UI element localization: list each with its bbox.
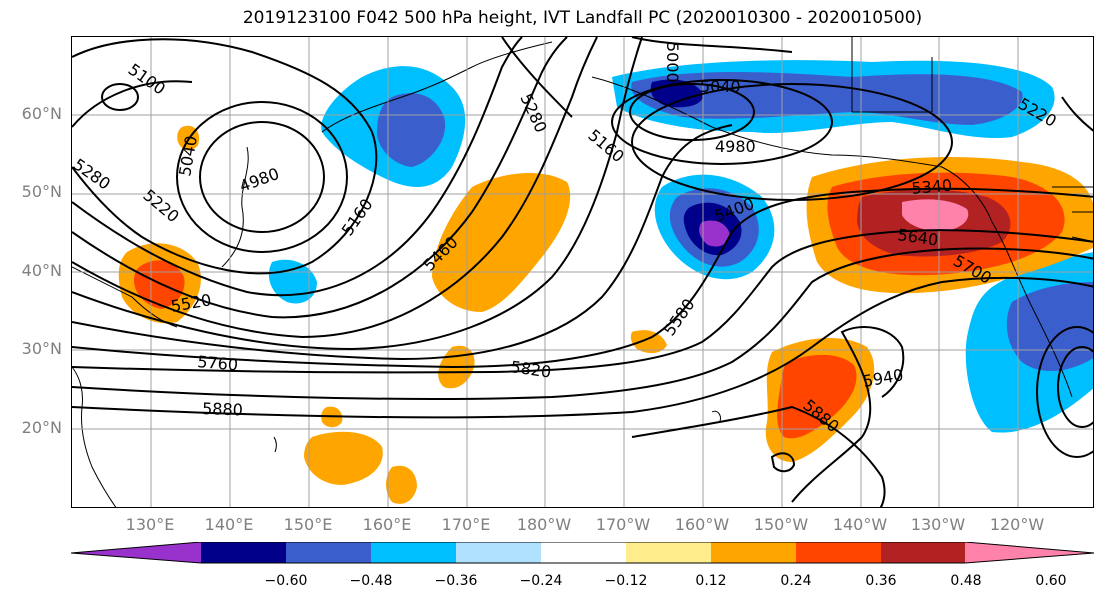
colorbar-segment: [626, 542, 711, 563]
lon-label: 140°W: [832, 515, 888, 534]
colorbar-extend-low: [71, 542, 201, 563]
colorbar-tick-label: 0.48: [950, 573, 982, 589]
colorbar-segment: [796, 542, 881, 563]
lon-label: 170°W: [595, 515, 651, 534]
colorbar-tick-label: −0.12: [604, 573, 648, 589]
contour-label: 5280: [516, 91, 550, 136]
lon-label: 160°W: [674, 515, 730, 534]
lat-label: 60°N: [21, 104, 62, 123]
contour-label: 5160: [584, 126, 627, 167]
lon-label: 140°E: [204, 515, 254, 534]
colorbar-tick-label: 0.36: [865, 573, 897, 589]
contour-label: 5760: [197, 352, 239, 374]
contour-label: 5220: [139, 186, 182, 227]
colorbar-tick-label: 0.24: [780, 573, 812, 589]
lat-label: 20°N: [21, 418, 62, 437]
lon-label: 180°W: [516, 515, 572, 534]
contour-label: 5000: [663, 42, 682, 83]
contour-label: 5040: [700, 77, 741, 96]
colorbar-segment: [881, 542, 966, 563]
ivt-negative-shading: [268, 60, 1093, 433]
contour-label: 4980: [715, 137, 756, 156]
colorbar-segment: [371, 542, 456, 563]
colorbar-segment: [541, 542, 626, 563]
colorbar-extend-high: [965, 542, 1094, 563]
lat-label: 30°N: [21, 339, 62, 358]
height-contours: [72, 37, 1093, 507]
contour-label: 4980: [237, 164, 282, 196]
colorbar-tick-label: 0.12: [695, 573, 727, 589]
contour-label: 5580: [660, 295, 699, 339]
contour-label: 5280: [72, 155, 114, 194]
contour-label: 5880: [202, 399, 243, 419]
colorbar-segment: [711, 542, 796, 563]
colorbar-segment: [286, 542, 371, 563]
lon-label: 150°E: [283, 515, 333, 534]
lon-label: 120°W: [989, 515, 1045, 534]
contour-label: 5160: [338, 195, 377, 239]
colorbar-segment: [456, 542, 541, 563]
graticule: [72, 37, 1093, 507]
colorbar: [71, 542, 1095, 564]
contour-label: 5100: [125, 60, 169, 99]
lat-label: 40°N: [21, 261, 62, 280]
colorbar-tick-label: 0.60: [1035, 573, 1067, 589]
lat-label: 50°N: [21, 182, 62, 201]
lon-label: 170°E: [441, 515, 491, 534]
colorbar-tick-label: −0.24: [519, 573, 563, 589]
contour-label: 5820: [509, 357, 552, 381]
colorbar-segment: [201, 542, 286, 563]
lon-label: 130°W: [910, 515, 966, 534]
lon-label: 150°W: [753, 515, 809, 534]
contour-label: 5340: [911, 176, 953, 198]
colorbar-tick-label: −0.60: [264, 573, 308, 589]
colorbar-tick-label: −0.36: [434, 573, 478, 589]
lon-label: 130°E: [125, 515, 175, 534]
map-title: 2019123100 F042 500 hPa height, IVT Land…: [242, 8, 923, 28]
colorbar-tick-label: −0.48: [349, 573, 393, 589]
lon-label: 160°E: [362, 515, 412, 534]
map-panel: 5100 5040 4980 5280 5220 5160 5460 5520 …: [71, 36, 1094, 508]
